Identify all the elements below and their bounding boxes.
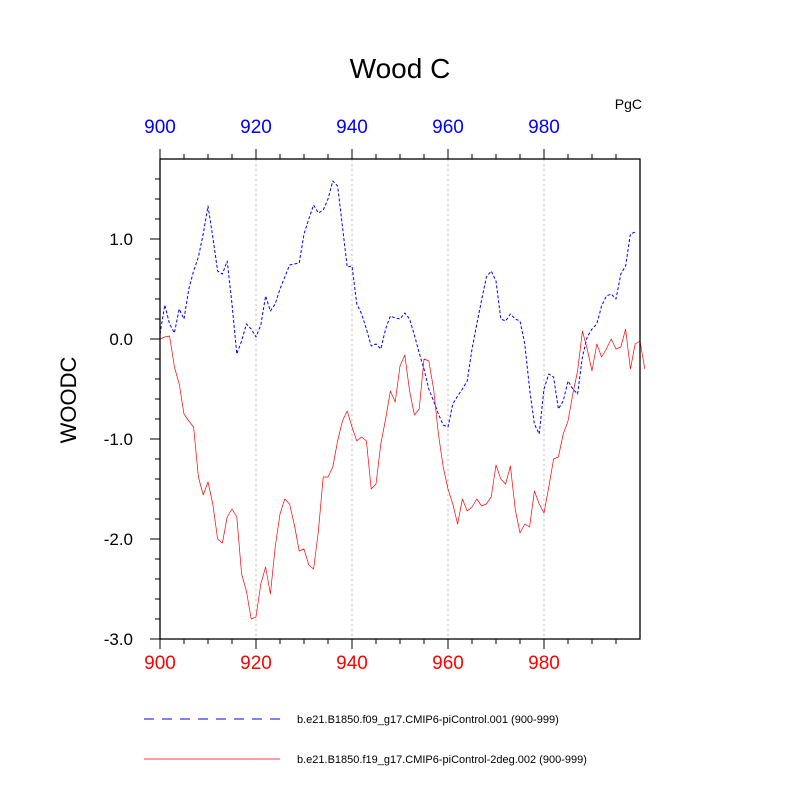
x-tick-label-bottom-900: 900 (144, 653, 176, 674)
x-tick-label-top-900: 900 (144, 117, 176, 138)
x-tick-label-bottom-940: 940 (336, 653, 368, 674)
tick-labels: 900 900 920 920 940 940 960 960 980 980 1.0 0.0 -1.0… (104, 117, 560, 674)
series-line-1 (159, 180, 636, 435)
legend: b.e21.B1850.f09_g17.CMIP6-piControl.001 … (144, 714, 587, 766)
x-tick-label-bottom-980: 980 (528, 653, 560, 674)
x-tick-label-top-960: 960 (432, 117, 464, 138)
y-tick-label-0: 0.0 (109, 330, 133, 349)
chart-title: Wood C (350, 53, 451, 84)
x-tick-label-top-980: 980 (528, 117, 560, 138)
series-line-2 (159, 328, 646, 620)
legend-label-series-2: b.e21.B1850.f19_g17.CMIP6-piControl-2deg… (297, 754, 587, 766)
x-tick-label-bottom-960: 960 (432, 653, 464, 674)
y-tick-label--2: -2.0 (104, 530, 133, 549)
x-tick-label-top-920: 920 (240, 117, 272, 138)
y-tick-label--3: -3.0 (104, 630, 133, 649)
x-tick-label-top-940: 940 (336, 117, 368, 138)
axis-ticks (150, 149, 617, 649)
units-label: PgC (615, 96, 642, 112)
y-tick-label-1: 1.0 (109, 230, 133, 249)
legend-label-series-1: b.e21.B1850.f09_g17.CMIP6-piControl.001 … (297, 714, 559, 726)
grid-lines (255, 159, 545, 639)
plot-frame (159, 158, 641, 640)
y-tick-label--1: -1.0 (104, 430, 133, 449)
y-axis-label: WOODC (56, 357, 81, 444)
x-tick-label-bottom-920: 920 (240, 653, 272, 674)
series-lines (159, 180, 646, 620)
